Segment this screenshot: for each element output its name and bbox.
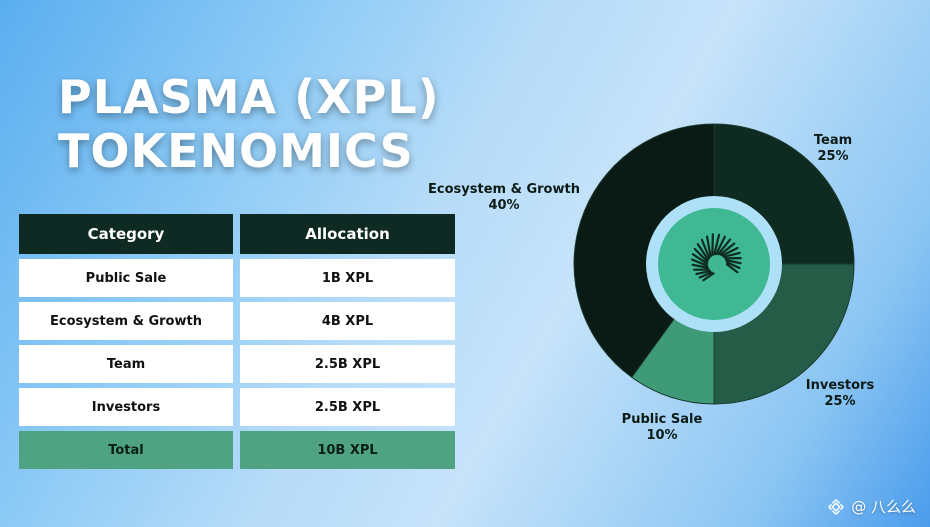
table-header-row: Category Allocation xyxy=(19,214,455,254)
total-category: Total xyxy=(19,431,233,469)
row-category: Team xyxy=(19,345,233,383)
page-title: PLASMA (XPL) TOKENOMICS xyxy=(58,70,440,178)
table-row: Public Sale 1B XPL xyxy=(19,259,455,297)
slice-percent-label: 40% xyxy=(488,198,519,213)
center-disk xyxy=(658,208,770,320)
table-row: Ecosystem & Growth 4B XPL xyxy=(19,302,455,340)
row-allocation: 2.5B XPL xyxy=(240,345,455,383)
slice-percent-label: 25% xyxy=(817,149,848,164)
row-allocation: 4B XPL xyxy=(240,302,455,340)
watermark: @ 八么么 xyxy=(827,496,916,517)
slice-percent-label: 10% xyxy=(646,428,677,443)
table-row: Investors 2.5B XPL xyxy=(19,388,455,426)
plasma-logo-icon xyxy=(691,233,742,282)
row-category: Ecosystem & Growth xyxy=(19,302,233,340)
slice-percent-label: 25% xyxy=(824,394,855,409)
table-total-row: Total 10B XPL xyxy=(19,431,455,469)
total-allocation: 10B XPL xyxy=(240,431,455,469)
slice-ecosystem-growth xyxy=(573,123,715,378)
row-allocation: 2.5B XPL xyxy=(240,388,455,426)
row-category: Investors xyxy=(19,388,233,426)
row-allocation: 1B XPL xyxy=(240,259,455,297)
binance-logo-icon xyxy=(828,498,844,515)
slice-label: Team xyxy=(814,133,852,148)
row-category: Public Sale xyxy=(19,259,233,297)
title-line-2: TOKENOMICS xyxy=(58,124,414,178)
allocation-table: Category Allocation Public Sale 1B XPL E… xyxy=(19,214,455,474)
slice-label: Investors xyxy=(806,378,875,393)
watermark-text: @ 八么么 xyxy=(851,498,916,516)
title-line-1: PLASMA (XPL) xyxy=(58,70,440,124)
header-allocation: Allocation xyxy=(240,214,455,254)
slice-label: Public Sale xyxy=(622,412,703,427)
header-category: Category xyxy=(19,214,233,254)
table-row: Team 2.5B XPL xyxy=(19,345,455,383)
slice-label: Ecosystem & Growth xyxy=(428,182,580,197)
